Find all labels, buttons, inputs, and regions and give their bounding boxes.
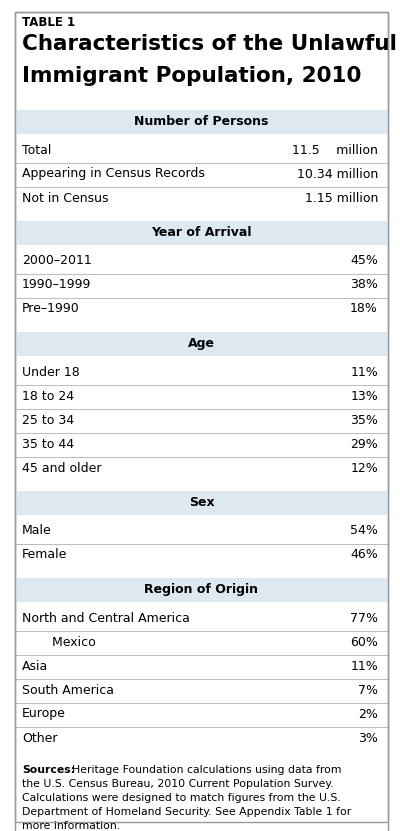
Text: 18%: 18% bbox=[350, 302, 378, 316]
Bar bbox=[15, 221, 388, 245]
Text: Mexico: Mexico bbox=[36, 636, 96, 648]
Text: Heritage Foundation calculations using data from: Heritage Foundation calculations using d… bbox=[72, 765, 342, 775]
Text: 11.5  million: 11.5 million bbox=[292, 144, 378, 156]
Text: 45 and older: 45 and older bbox=[22, 461, 102, 475]
Text: Calculations were designed to match figures from the U.S.: Calculations were designed to match figu… bbox=[22, 793, 341, 803]
Text: Female: Female bbox=[22, 548, 67, 562]
Text: 35 to 44: 35 to 44 bbox=[22, 437, 74, 450]
Text: the U.S. Census Bureau, 2010 Current Population Survey.: the U.S. Census Bureau, 2010 Current Pop… bbox=[22, 779, 334, 789]
Text: Male: Male bbox=[22, 524, 52, 538]
Text: 13%: 13% bbox=[350, 390, 378, 402]
Text: South America: South America bbox=[22, 684, 114, 696]
Text: Year of Arrival: Year of Arrival bbox=[151, 226, 252, 239]
Text: 54%: 54% bbox=[350, 524, 378, 538]
Text: Other: Other bbox=[22, 731, 58, 745]
Text: Characteristics of the Unlawful: Characteristics of the Unlawful bbox=[22, 34, 397, 54]
Text: 38%: 38% bbox=[350, 278, 378, 292]
Text: 1990–1999: 1990–1999 bbox=[22, 278, 91, 292]
Text: Sex: Sex bbox=[189, 496, 214, 509]
Text: 12%: 12% bbox=[350, 461, 378, 475]
Text: Under 18: Under 18 bbox=[22, 366, 80, 378]
Text: 2%: 2% bbox=[358, 707, 378, 720]
Text: 1.15 million: 1.15 million bbox=[305, 191, 378, 204]
Text: 35%: 35% bbox=[350, 414, 378, 426]
Text: 18 to 24: 18 to 24 bbox=[22, 390, 74, 402]
Text: 11%: 11% bbox=[350, 366, 378, 378]
Text: Total: Total bbox=[22, 144, 51, 156]
Text: Immigrant Population, 2010: Immigrant Population, 2010 bbox=[22, 66, 361, 86]
Bar bbox=[15, 332, 388, 356]
Text: TABLE 1: TABLE 1 bbox=[22, 16, 75, 29]
Text: 60%: 60% bbox=[350, 636, 378, 648]
Text: Sources:: Sources: bbox=[22, 765, 75, 775]
Text: more information.: more information. bbox=[22, 821, 120, 831]
Text: North and Central America: North and Central America bbox=[22, 612, 190, 625]
Text: 7%: 7% bbox=[358, 684, 378, 696]
Text: Asia: Asia bbox=[22, 660, 48, 672]
Text: Age: Age bbox=[188, 337, 215, 350]
Text: Not in Census: Not in Census bbox=[22, 191, 108, 204]
Text: Number of Persons: Number of Persons bbox=[134, 115, 269, 128]
Text: 25 to 34: 25 to 34 bbox=[22, 414, 74, 426]
Bar bbox=[15, 110, 388, 134]
Text: 77%: 77% bbox=[350, 612, 378, 625]
Text: Europe: Europe bbox=[22, 707, 66, 720]
Text: Department of Homeland Security. See Appendix Table 1 for: Department of Homeland Security. See App… bbox=[22, 807, 351, 817]
Text: 46%: 46% bbox=[350, 548, 378, 562]
Text: 45%: 45% bbox=[350, 254, 378, 268]
Text: Appearing in Census Records: Appearing in Census Records bbox=[22, 168, 205, 180]
Text: Region of Origin: Region of Origin bbox=[144, 583, 258, 596]
Text: 2000–2011: 2000–2011 bbox=[22, 254, 92, 268]
Text: Pre–1990: Pre–1990 bbox=[22, 302, 80, 316]
Text: 29%: 29% bbox=[350, 437, 378, 450]
Text: 3%: 3% bbox=[358, 731, 378, 745]
Bar bbox=[15, 578, 388, 602]
Text: 10.34 million: 10.34 million bbox=[297, 168, 378, 180]
Text: 11%: 11% bbox=[350, 660, 378, 672]
Bar bbox=[15, 491, 388, 515]
